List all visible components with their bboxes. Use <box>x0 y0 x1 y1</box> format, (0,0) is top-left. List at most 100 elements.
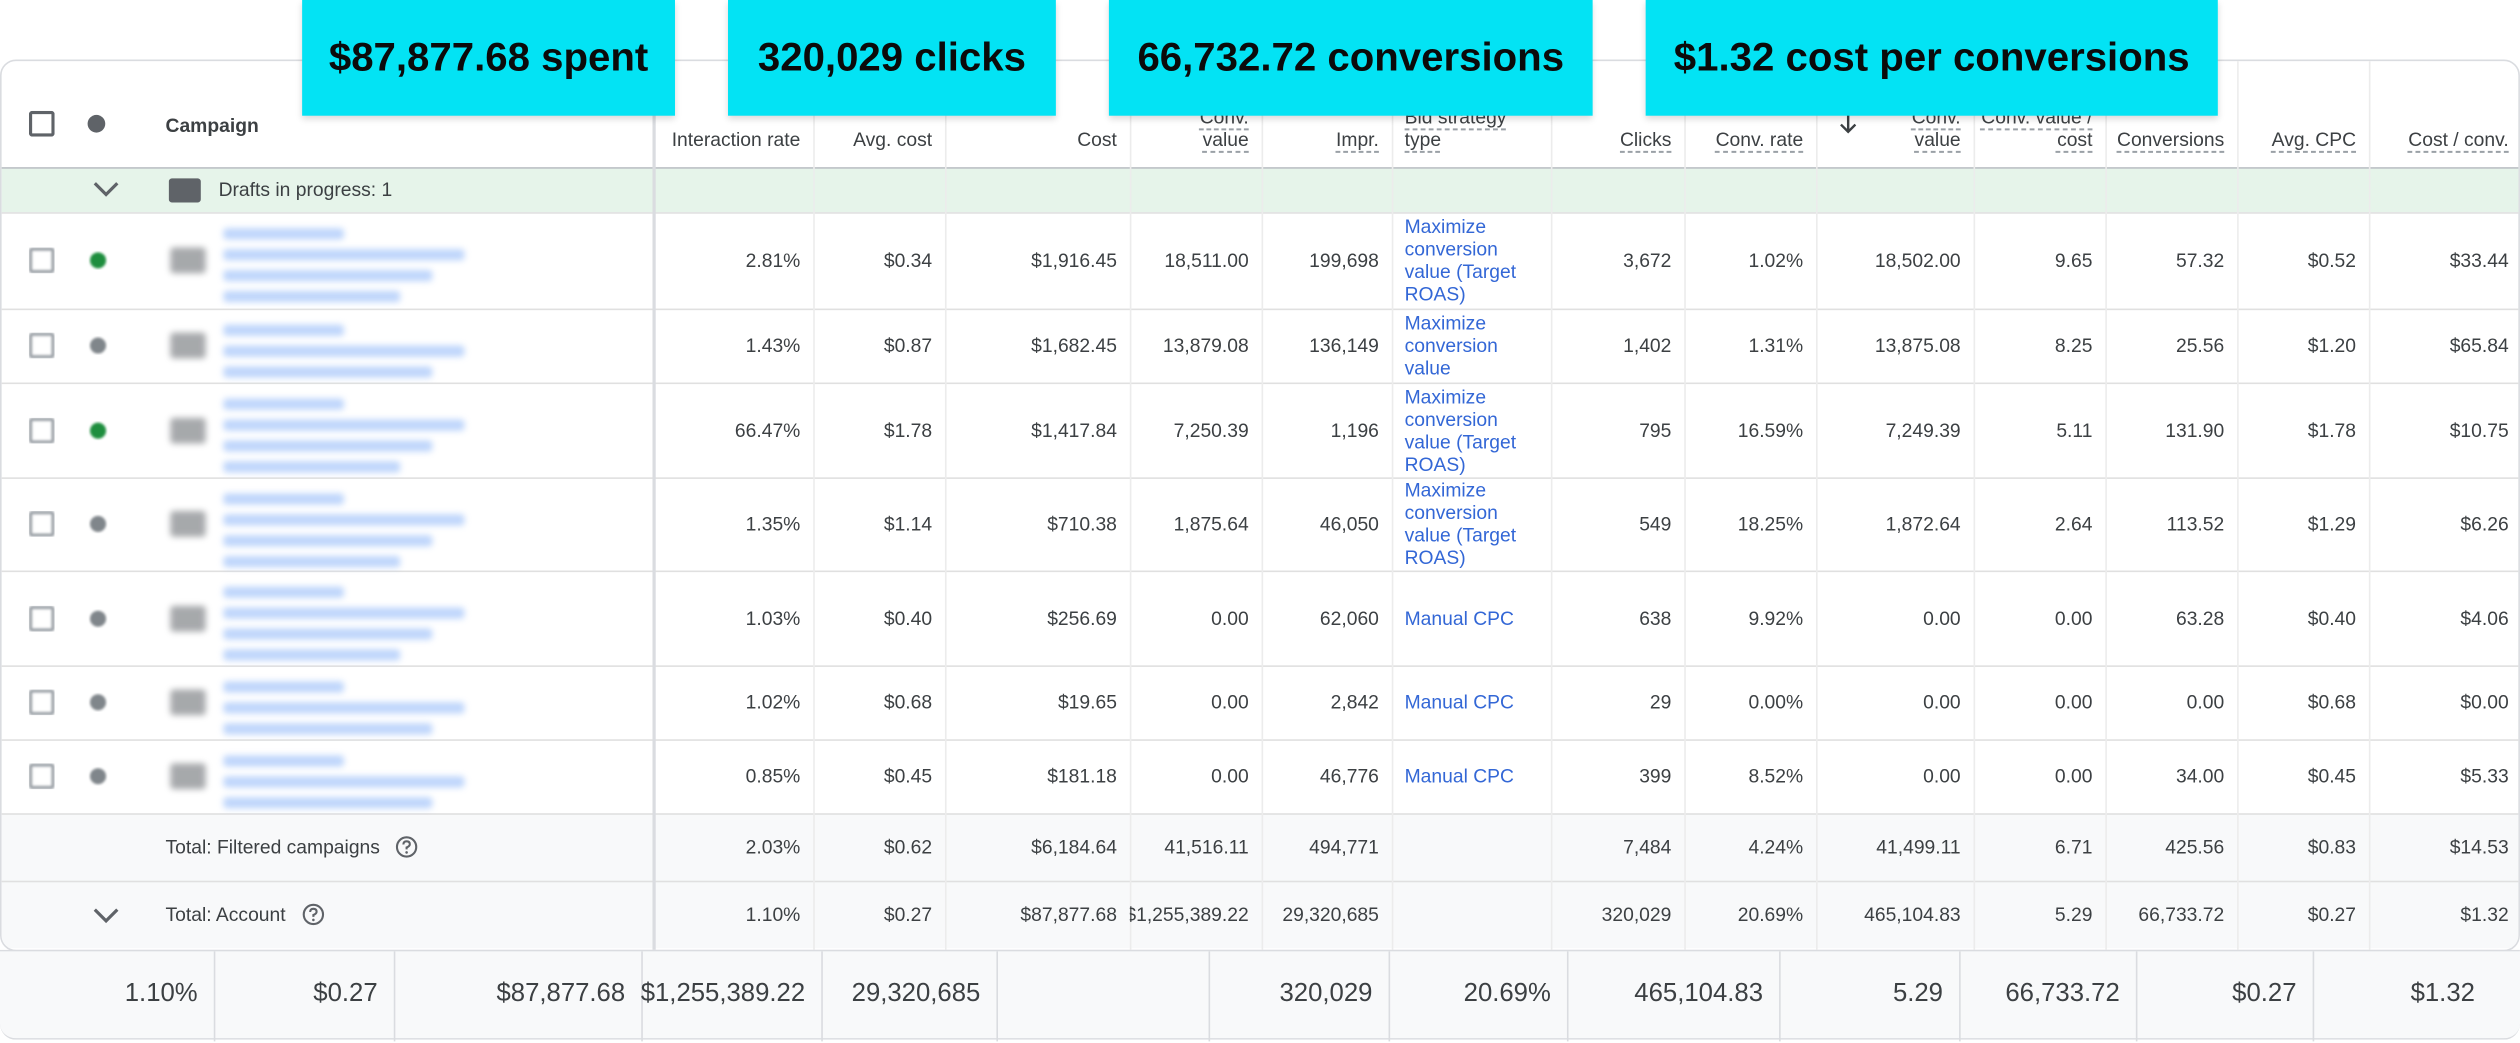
summary-value: 320,029 <box>1279 980 1373 1008</box>
column-header[interactable]: Avg. cost <box>813 61 945 167</box>
bid-strategy[interactable]: Manual CPC <box>1404 691 1514 714</box>
bid-strategy[interactable]: Maximize conversion value (Target ROAS) <box>1404 478 1517 569</box>
row-divider <box>1 308 2519 311</box>
metric-cell: 18,511.00 <box>1164 249 1249 272</box>
status-dot <box>89 768 107 785</box>
column-divider <box>1129 61 1132 950</box>
bid-strategy[interactable]: Manual CPC <box>1404 764 1514 788</box>
row-checkbox[interactable] <box>28 763 55 790</box>
total-cell: 66,733.72 <box>2138 903 2225 926</box>
campaign-name-blurred[interactable] <box>223 797 433 809</box>
total-cell: $14.53 <box>2449 835 2509 859</box>
campaign-name-blurred[interactable] <box>223 723 433 735</box>
column-divider <box>1550 61 1553 950</box>
column-header[interactable]: Cost / conv. <box>2369 61 2518 167</box>
campaign-name-blurred[interactable] <box>223 755 344 767</box>
metric-cell: $1.29 <box>2307 512 2357 536</box>
bid-strategy[interactable]: Maximize conversion value (Target ROAS) <box>1404 215 1517 306</box>
column-header[interactable]: Cost <box>945 61 1130 167</box>
campaign-name-blurred[interactable] <box>223 702 465 714</box>
row-divider <box>1 813 2519 815</box>
campaign-name-blurred[interactable] <box>223 461 401 473</box>
metric-cell: $710.38 <box>1047 512 1117 536</box>
sort-arrow[interactable] <box>1839 112 1858 134</box>
campaign-name-blurred[interactable] <box>223 440 433 452</box>
metric-cell: $1.78 <box>883 418 933 442</box>
campaign-header[interactable]: Campaign <box>165 114 259 137</box>
campaign-name-blurred[interactable] <box>223 324 344 336</box>
column-header-label[interactable]: Avg. CPC <box>2271 128 2357 152</box>
column-header[interactable]: Avg. CPC <box>2237 61 2369 167</box>
column-divider <box>1261 61 1264 950</box>
help-icon[interactable] <box>396 836 418 858</box>
bid-strategy[interactable]: Manual CPC <box>1404 606 1514 630</box>
metric-callout: $1.32 cost per conversions <box>1645 0 2218 116</box>
campaign-name-blurred[interactable] <box>223 269 433 282</box>
column-header-label[interactable]: Conv. rate <box>1715 128 1804 152</box>
column-header[interactable]: Conversions <box>2105 61 2237 167</box>
expand-chevron[interactable] <box>92 905 121 927</box>
column-header-label[interactable]: Interaction rate <box>671 128 801 152</box>
total-cell: 465,104.83 <box>1864 903 1961 926</box>
campaign-name-blurred[interactable] <box>223 649 401 661</box>
campaign-name-blurred[interactable] <box>223 493 344 505</box>
total-cell: $0.62 <box>883 835 933 859</box>
metric-cell: 34.00 <box>2175 764 2225 788</box>
expand-chevron[interactable] <box>92 178 121 200</box>
column-header-label[interactable]: Impr. <box>1336 128 1379 152</box>
campaign-name-blurred[interactable] <box>223 419 465 431</box>
column-header-label[interactable]: Cost / conv. <box>2408 128 2509 152</box>
column-header[interactable]: Clicks <box>1551 61 1684 167</box>
campaign-name-blurred[interactable] <box>223 628 433 640</box>
campaign-name-blurred[interactable] <box>223 398 344 410</box>
column-divider <box>1391 61 1394 950</box>
column-header[interactable]: Conv. rate <box>1684 61 1816 167</box>
metric-cell: $0.45 <box>2307 764 2357 788</box>
summary-divider <box>1959 951 1961 1042</box>
metric-cell: 399 <box>1639 764 1672 788</box>
metric-cell: 2.64 <box>2054 512 2093 536</box>
summary-divider <box>2135 951 2138 1042</box>
summary-value: $1.32 <box>2410 980 2475 1008</box>
status-dot-fill <box>89 515 107 532</box>
metric-cell: 29 <box>1649 691 1672 714</box>
row-checkbox[interactable] <box>28 247 55 274</box>
metric-cell: 1.03% <box>745 606 801 630</box>
total-cell: 425.56 <box>2165 835 2225 859</box>
row-checkbox[interactable] <box>28 417 55 443</box>
column-header[interactable]: Impr. <box>1262 61 1392 167</box>
campaign-name-blurred[interactable] <box>223 345 465 357</box>
select-all-checkbox[interactable] <box>28 110 55 137</box>
campaign-name-blurred[interactable] <box>223 514 465 526</box>
row-checkbox[interactable] <box>28 511 55 537</box>
metric-cell: 638 <box>1639 606 1672 630</box>
row-checkbox[interactable] <box>28 332 55 359</box>
column-header-label[interactable]: Cost <box>1077 128 1117 152</box>
bid-strategy[interactable]: Maximize conversion value <box>1404 311 1498 380</box>
metric-cell: 549 <box>1639 512 1672 536</box>
campaign-name-blurred[interactable] <box>223 535 433 547</box>
column-header-label[interactable]: Avg. cost <box>853 128 933 152</box>
column-header[interactable]: Interaction rate <box>652 61 813 167</box>
campaign-name-blurred[interactable] <box>223 249 465 261</box>
column-header-label[interactable]: Conversions <box>2117 128 2225 152</box>
campaign-name-blurred[interactable] <box>223 586 344 598</box>
row-checkbox[interactable] <box>28 689 55 716</box>
total-cell: $6,184.64 <box>1031 835 1117 859</box>
metric-cell: $1,417.84 <box>1031 418 1117 442</box>
help-icon[interactable] <box>302 903 324 926</box>
column-header-label[interactable]: Clicks <box>1619 128 1672 152</box>
campaign-name-blurred[interactable] <box>223 607 465 619</box>
row-checkbox[interactable] <box>28 605 55 631</box>
campaign-name-blurred[interactable] <box>223 290 401 303</box>
campaign-name-blurred[interactable] <box>223 228 344 240</box>
metric-cell: 66.47% <box>734 418 801 442</box>
campaign-name-blurred[interactable] <box>223 681 344 693</box>
campaign-name-blurred[interactable] <box>223 556 401 568</box>
campaign-name-blurred[interactable] <box>223 776 465 788</box>
bid-strategy[interactable]: Maximize conversion value (Target ROAS) <box>1404 384 1517 475</box>
draft-row-bg <box>1 167 2519 213</box>
total-cell: 20.69% <box>1737 903 1804 926</box>
metric-cell: $4.06 <box>2460 606 2509 630</box>
campaign-name-blurred[interactable] <box>223 366 433 378</box>
